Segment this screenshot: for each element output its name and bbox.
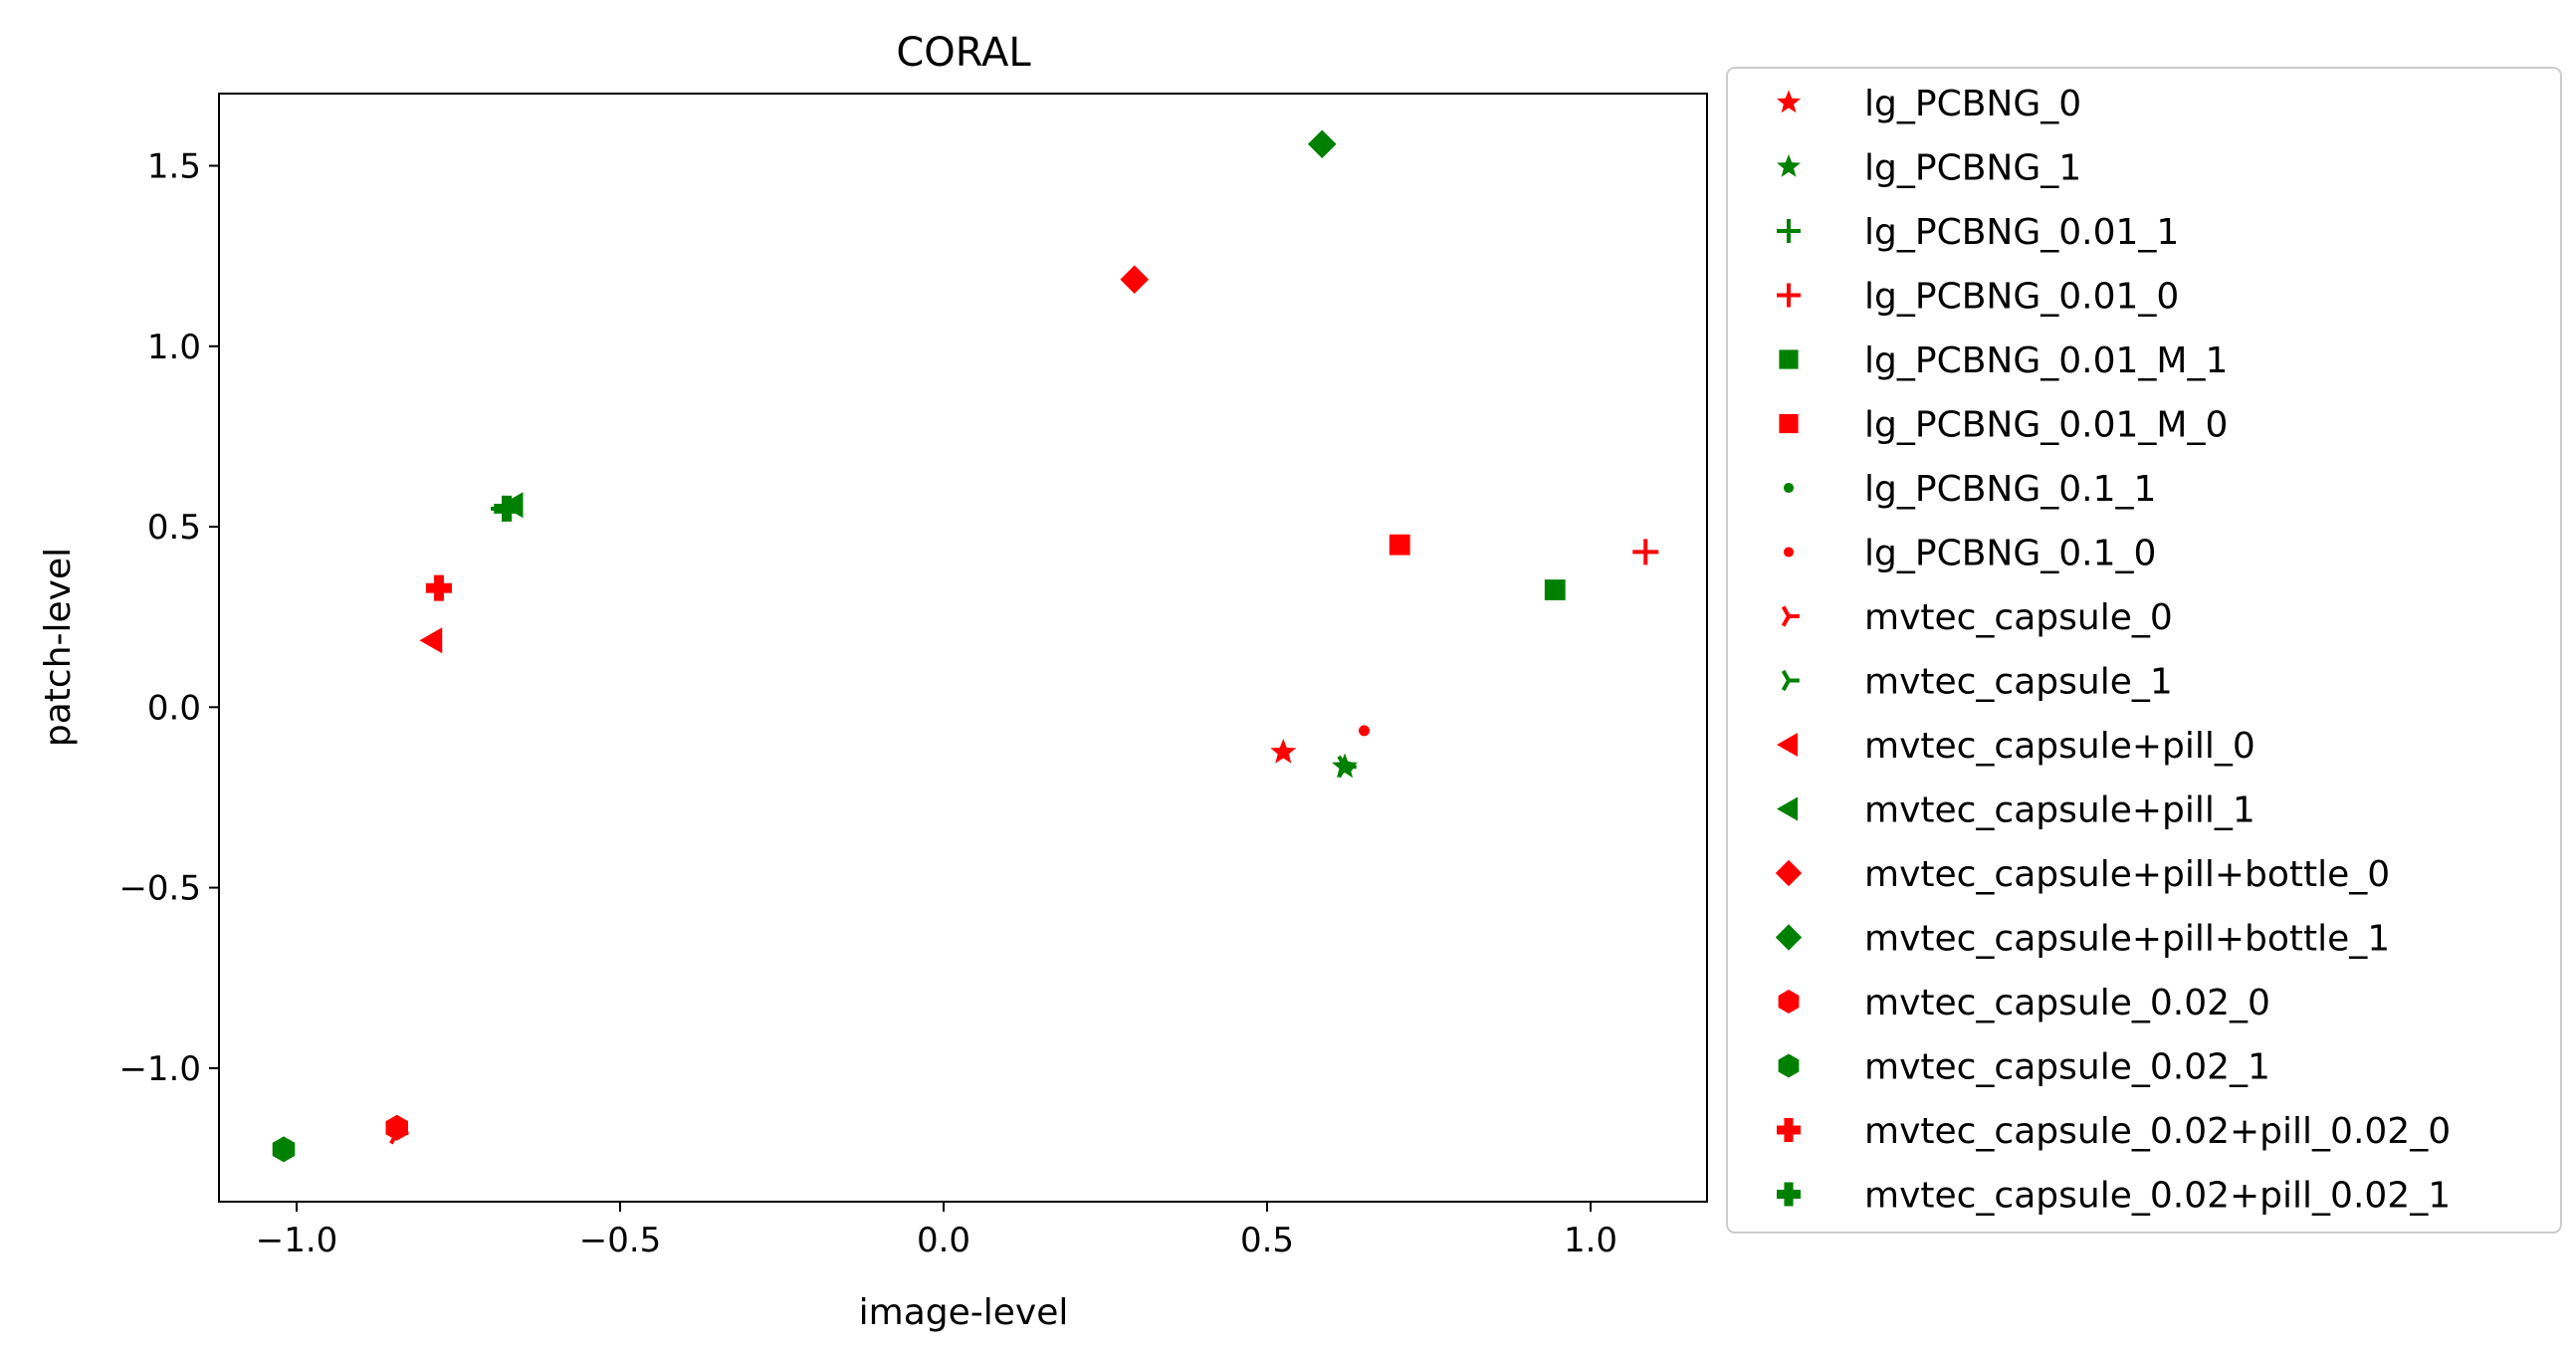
- legend-marker-lg-pcbng-0-01-m-0: [1779, 413, 1799, 434]
- legend-label: lg_PCBNG_0.1_0: [1864, 534, 2156, 574]
- legend-label: lg_PCBNG_0: [1864, 84, 2081, 124]
- x-tick-label: 1.0: [1564, 1221, 1617, 1260]
- legend-label: mvtec_capsule_0: [1864, 597, 2173, 638]
- legend: lg_PCBNG_0 lg_PCBNG_1 lg_PCBNG_0.01_1 lg_PC…: [1726, 67, 2562, 1234]
- legend-label: mvtec_capsule+pill+bottle_0: [1864, 854, 2390, 895]
- y-tick-label: 1.0: [147, 328, 201, 367]
- plot-area: [218, 93, 1708, 1203]
- legend-marker-lg-pcbng-0-1-1: [1783, 482, 1795, 494]
- legend-marker-lg-pcbng-0-01-1: [1777, 219, 1801, 243]
- x-tick-label: 0.5: [1240, 1221, 1294, 1260]
- legend-marker-mvtec-capsule-0-02-0: [1778, 990, 1800, 1014]
- marker-mvtec-capsule-0-02-pill-0-02-0: [426, 574, 452, 601]
- marker-mvtec-capsule-pill-bottle-1: [1307, 129, 1337, 159]
- marker-mvtec-capsule-0-02-0: [385, 1114, 408, 1141]
- legend-label: lg_PCBNG_0.1_1: [1864, 469, 2156, 510]
- marker-lg-pcbng-0-1-0: [1359, 725, 1370, 737]
- y-axis-ticks: −1.0 −0.5 0.0 0.5 1.0 1.5: [118, 147, 219, 1089]
- marker-lg-pcbng-0-01-0: [1632, 539, 1659, 565]
- x-axis-ticks: −1.0 −0.5 0.0 0.5 1.0: [256, 1202, 1617, 1260]
- chart-title: CORAL: [896, 30, 1031, 76]
- marker-mvtec-capsule-0-02-pill-0-02-1: [494, 495, 521, 522]
- legend-marker-lg-pcbng-0-01-m-1: [1779, 349, 1799, 369]
- y-tick-label: 1.5: [147, 147, 201, 187]
- legend-label: lg_PCBNG_1: [1864, 148, 2081, 189]
- legend-label: mvtec_capsule_0.02_0: [1864, 983, 2270, 1023]
- y-tick-label: −1.0: [118, 1049, 201, 1089]
- legend-marker-mvtec-capsule-pill-bottle-1: [1775, 924, 1803, 951]
- legend-marker-mvtec-capsule-1: [1781, 669, 1800, 692]
- marker-lg-pcbng-0-01-m-1: [1544, 579, 1566, 600]
- legend-marker-mvtec-capsule-0-02-1: [1778, 1053, 1800, 1078]
- legend-marker-mvtec-capsule-0: [1781, 605, 1800, 627]
- marker-mvtec-capsule-1: [1337, 755, 1357, 779]
- legend-marker-lg-pcbng-0-01-0: [1777, 283, 1801, 308]
- legend-marker-lg-pcbng-1: [1777, 153, 1801, 177]
- data-markers: [272, 129, 1659, 1163]
- legend-label: lg_PCBNG_0.01_0: [1864, 277, 2179, 318]
- legend-label: lg_PCBNG_0.01_M_1: [1864, 340, 2228, 381]
- legend-label: mvtec_capsule_1: [1864, 662, 2173, 703]
- legend-marker-mvtec-capsule-0-02-pill-0-02-0: [1777, 1118, 1801, 1142]
- legend-marker-lg-pcbng-0: [1777, 90, 1801, 113]
- marker-lg-pcbng-0-01-m-0: [1389, 534, 1410, 556]
- legend-label: lg_PCBNG_0.01_M_0: [1864, 405, 2228, 446]
- legend-marker-mvtec-capsule-pill-bottle-0: [1775, 859, 1803, 887]
- marker-lg-pcbng-0: [1270, 739, 1297, 764]
- legend-label: mvtec_capsule_0.02+pill_0.02_1: [1864, 1176, 2451, 1217]
- legend-label: mvtec_capsule_0.02+pill_0.02_0: [1864, 1111, 2451, 1152]
- y-tick-label: −0.5: [118, 869, 201, 909]
- x-tick-label: −1.0: [256, 1221, 338, 1260]
- x-tick-label: 0.0: [917, 1221, 970, 1260]
- x-tick-label: −0.5: [579, 1221, 662, 1260]
- legend-frame: [1726, 67, 2562, 1234]
- legend-marker-mvtec-capsule-0-02-pill-0-02-1: [1777, 1182, 1801, 1207]
- y-tick-label: 0.5: [147, 508, 201, 548]
- legend-label: mvtec_capsule+pill_0: [1864, 726, 2255, 767]
- legend-label: mvtec_capsule+pill_1: [1864, 790, 2255, 831]
- x-axis-label: image-level: [859, 1292, 1069, 1333]
- marker-mvtec-capsule-0-02-1: [272, 1136, 296, 1163]
- legend-label: lg_PCBNG_0.01_1: [1864, 212, 2179, 253]
- marker-mvtec-capsule-pill-0: [419, 627, 443, 654]
- legend-marker-mvtec-capsule-pill-1: [1777, 796, 1798, 821]
- marker-mvtec-capsule-pill-bottle-0: [1120, 265, 1150, 295]
- legend-marker-lg-pcbng-0-1-0: [1783, 547, 1795, 558]
- y-axis-label: patch-level: [38, 548, 79, 747]
- y-tick-label: 0.0: [147, 688, 201, 728]
- legend-label: mvtec_capsule+pill+bottle_1: [1864, 919, 2390, 960]
- legend-label: mvtec_capsule_0.02_1: [1864, 1047, 2270, 1088]
- legend-marker-mvtec-capsule-pill-0: [1777, 733, 1798, 757]
